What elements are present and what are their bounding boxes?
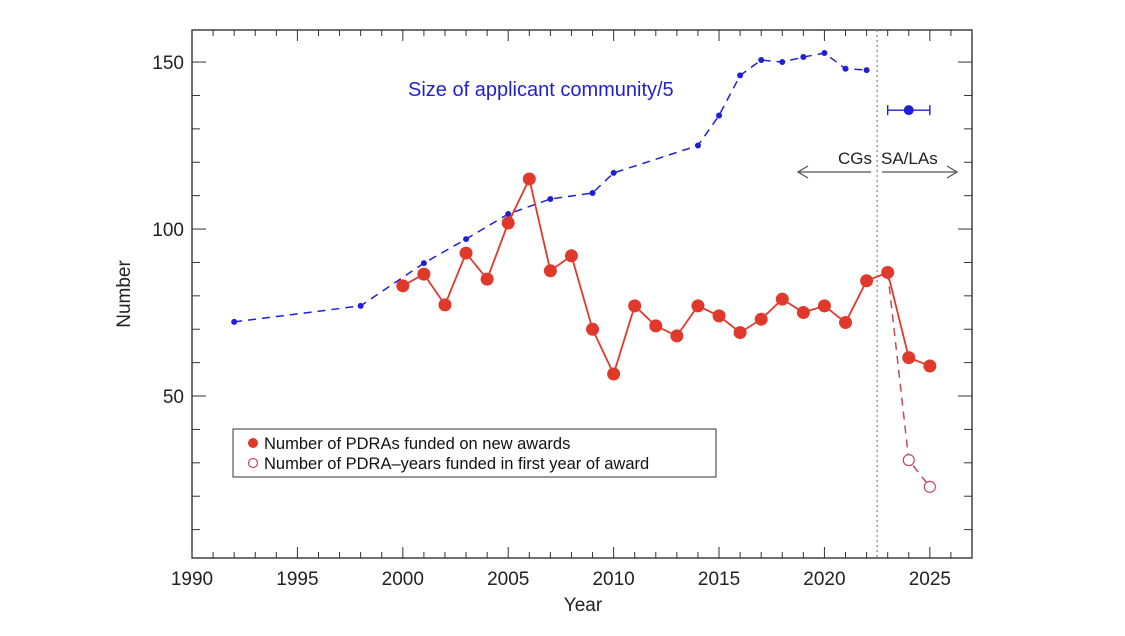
legend: Number of PDRAs funded on new awards Num… [232, 428, 717, 478]
data-point [817, 299, 831, 313]
data-point [839, 316, 853, 330]
data-point [459, 246, 473, 260]
plot-frame [191, 29, 973, 559]
legend-box [232, 428, 717, 478]
sa-las-label: SA/LAs [881, 149, 938, 168]
x-tick-label: 2000 [382, 569, 424, 590]
data-point [543, 264, 557, 278]
data-point [231, 318, 238, 325]
legend-open-circle-marker [247, 457, 259, 469]
y-tick-label: 150 [152, 53, 184, 74]
x-tick-label: 2025 [909, 569, 951, 590]
data-point [842, 65, 849, 72]
sa-las-arrow [882, 165, 959, 179]
x-tick-label: 1995 [276, 569, 318, 590]
data-point [628, 299, 642, 313]
data-point [396, 279, 410, 293]
series-1 [886, 105, 931, 116]
data-point [796, 306, 810, 320]
data-point [505, 211, 512, 218]
data-point [775, 292, 789, 306]
x-tick-label: 2015 [698, 569, 740, 590]
data-point [670, 329, 684, 343]
plot-border [191, 29, 973, 559]
data-point [417, 267, 431, 281]
y-axis-label: Number [114, 260, 135, 328]
data-point [737, 72, 744, 79]
cgs-label: CGs [838, 149, 872, 168]
data-point [800, 54, 807, 61]
data-point [860, 274, 874, 288]
data-point [522, 172, 536, 186]
series-2 [396, 172, 937, 381]
data-point [758, 57, 765, 64]
x-axis-label: Year [564, 595, 603, 616]
series-3 [886, 272, 936, 493]
data-point [438, 298, 452, 312]
data-point [607, 367, 621, 381]
data-point [903, 105, 914, 116]
x-tick-label: 2010 [592, 569, 634, 590]
data-point [420, 260, 427, 267]
series-0 [231, 50, 870, 325]
data-point [691, 299, 705, 313]
data-point [923, 359, 937, 373]
x-tick-label: 2005 [487, 569, 529, 590]
data-point [902, 351, 916, 365]
data-point [649, 319, 663, 333]
data-point [586, 322, 600, 336]
series-layer [231, 50, 937, 493]
axis-tick-labels: 1990 1995 2000 2005 2010 2015 2020 2025 50 100 150 [152, 53, 951, 590]
x-tick-label: 2020 [803, 569, 845, 590]
data-point [589, 189, 596, 196]
data-point [463, 236, 470, 243]
y-tick-label: 100 [152, 220, 184, 241]
legend-filled-circle-marker [248, 438, 258, 448]
data-point [610, 169, 617, 176]
data-point [923, 480, 936, 493]
community-label: Size of applicant community/5 [408, 79, 674, 101]
data-point [564, 249, 578, 263]
data-point [902, 454, 915, 467]
cgs-arrow [796, 165, 871, 179]
data-point [821, 50, 828, 57]
x-tick-label: 1990 [171, 569, 213, 590]
data-point [501, 216, 515, 230]
legend-label-pdras: Number of PDRAs funded on new awards [264, 435, 570, 453]
y-tick-label: 50 [163, 387, 184, 408]
data-point [712, 309, 726, 323]
data-point [754, 312, 768, 326]
data-point [694, 142, 701, 149]
data-point [547, 195, 554, 202]
data-point [357, 302, 364, 309]
data-point [733, 326, 747, 340]
data-point [716, 112, 723, 119]
legend-label-pdra-years: Number of PDRA–years funded in first yea… [264, 455, 649, 473]
data-point [480, 272, 494, 286]
data-point [779, 59, 786, 66]
axis-ticks [191, 30, 973, 558]
data-point [863, 67, 870, 74]
